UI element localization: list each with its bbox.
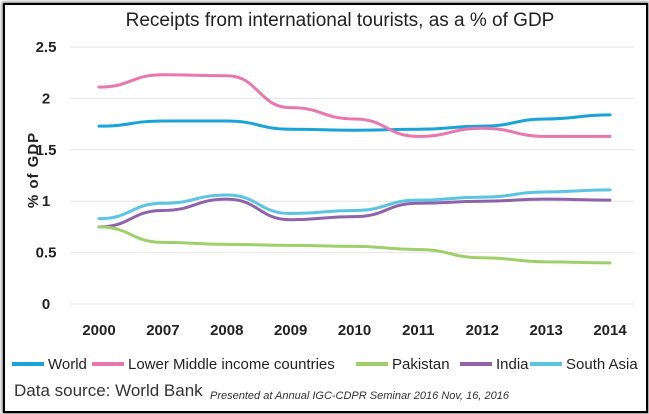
- x-tick-label: 2014: [593, 322, 627, 339]
- grid-lines: [70, 46, 634, 305]
- y-tick-label: 2.5: [36, 39, 57, 56]
- legend-label-south-asia: South Asia: [566, 356, 638, 373]
- y-tick-label: 2: [42, 90, 50, 107]
- y-axis-label: % of GDP: [25, 132, 42, 208]
- x-tick-label: 2007: [146, 322, 179, 339]
- legend: World Lower Middle income countries Pakist…: [12, 356, 638, 373]
- data-source: Data source: World Bank: [14, 381, 203, 400]
- x-axis-ticks: 2000 2007 2008 2009 2010 2011 2012 2013 2014: [82, 322, 627, 339]
- x-tick-label: 2000: [82, 322, 115, 339]
- series-line-south-asia: [97, 188, 612, 221]
- series-lines: [97, 73, 612, 265]
- series-line-world: [97, 113, 612, 132]
- series-line-india: [97, 197, 612, 229]
- y-tick-label: 1: [42, 193, 50, 210]
- legend-label-india: India: [496, 356, 529, 373]
- y-tick-label: 0.5: [36, 245, 57, 262]
- x-tick-label: 2012: [466, 322, 499, 339]
- series-line-lower-middle-income-countries: [97, 73, 612, 138]
- presentation-note: Presented at Annual IGC-CDPR Seminar 201…: [210, 390, 510, 402]
- legend-label-pakistan: Pakistan: [392, 356, 450, 373]
- chart-frame: [3, 3, 648, 413]
- y-axis-ticks: 0 0.5 1 1.5 2 2.5: [36, 39, 57, 313]
- series-line-pakistan: [97, 225, 612, 265]
- y-tick-label: 1.5: [36, 142, 57, 159]
- legend-label-world: World: [48, 356, 87, 373]
- x-tick-label: 2011: [402, 322, 435, 339]
- x-tick-label: 2013: [529, 322, 562, 339]
- x-tick-label: 2010: [338, 322, 371, 339]
- chart-title: Receipts from international tourists, as…: [126, 10, 555, 31]
- x-tick-label: 2008: [210, 322, 243, 339]
- legend-label-lower-middle-income-countries: Lower Middle income countries: [128, 356, 335, 373]
- y-tick-label: 0: [42, 296, 50, 313]
- x-tick-label: 2009: [274, 322, 307, 339]
